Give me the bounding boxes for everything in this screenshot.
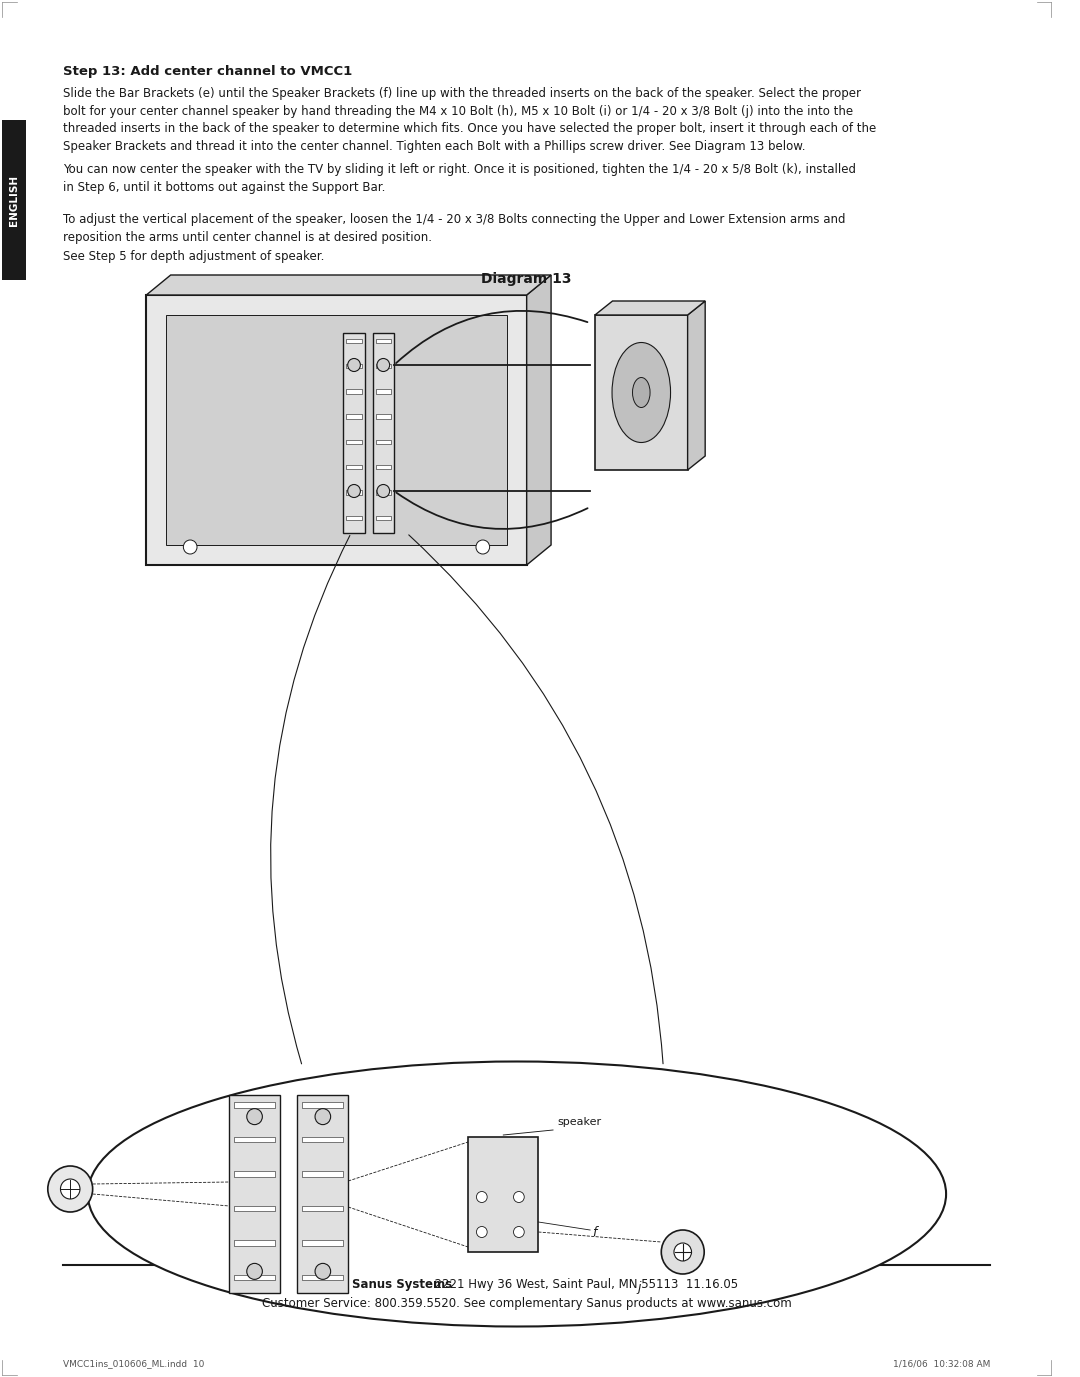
- Text: See Step 5 for depth adjustment of speaker.: See Step 5 for depth adjustment of speak…: [64, 251, 325, 263]
- Bar: [347, 414, 362, 419]
- Bar: [376, 515, 391, 521]
- Bar: [347, 390, 362, 394]
- Polygon shape: [595, 302, 705, 315]
- Polygon shape: [166, 315, 508, 545]
- Polygon shape: [688, 302, 705, 470]
- Bar: [2, 120, 26, 280]
- Circle shape: [348, 485, 361, 497]
- Circle shape: [348, 358, 361, 372]
- Circle shape: [315, 1263, 330, 1279]
- Circle shape: [48, 1166, 93, 1212]
- Circle shape: [60, 1179, 80, 1199]
- Bar: [347, 515, 362, 521]
- Text: 1/16/06  10:32:08 AM: 1/16/06 10:32:08 AM: [892, 1359, 990, 1369]
- Bar: [373, 333, 394, 533]
- Circle shape: [246, 1108, 262, 1125]
- Bar: [234, 1102, 275, 1107]
- Text: To adjust the vertical placement of the speaker, loosen the 1/4 - 20 x 3/8 Bolts: To adjust the vertical placement of the …: [64, 213, 846, 244]
- Bar: [302, 1136, 343, 1142]
- Circle shape: [476, 1191, 487, 1202]
- Bar: [302, 1102, 343, 1107]
- Text: f: f: [592, 1226, 596, 1238]
- Circle shape: [315, 1108, 330, 1125]
- Circle shape: [246, 1263, 262, 1279]
- Bar: [302, 1172, 343, 1177]
- Bar: [302, 1275, 343, 1281]
- Text: speaker: speaker: [558, 1117, 602, 1126]
- Bar: [376, 414, 391, 419]
- Text: VMCC1ins_010606_ML.indd  10: VMCC1ins_010606_ML.indd 10: [64, 1359, 205, 1369]
- Circle shape: [184, 540, 197, 554]
- Bar: [234, 1275, 275, 1281]
- Bar: [234, 1206, 275, 1212]
- Ellipse shape: [87, 1062, 946, 1326]
- Text: You can now center the speaker with the TV by sliding it left or right. Once it : You can now center the speaker with the …: [64, 162, 856, 194]
- Bar: [376, 465, 391, 470]
- Polygon shape: [146, 295, 527, 565]
- Text: Step 13: Add center channel to VMCC1: Step 13: Add center channel to VMCC1: [64, 65, 353, 78]
- Text: Sanus Systems: Sanus Systems: [352, 1278, 451, 1292]
- Bar: [376, 490, 391, 494]
- Ellipse shape: [633, 377, 650, 408]
- Circle shape: [513, 1227, 524, 1238]
- Text: Slide the Bar Brackets (e) until the Speaker Brackets (f) line up with the threa: Slide the Bar Brackets (e) until the Spe…: [64, 87, 877, 153]
- Ellipse shape: [612, 343, 671, 442]
- Polygon shape: [146, 275, 551, 295]
- Bar: [347, 439, 362, 445]
- Bar: [376, 339, 391, 343]
- Circle shape: [476, 540, 489, 554]
- Bar: [343, 333, 365, 533]
- Text: Customer Service: 800.359.5520. See complementary Sanus products at www.sanus.co: Customer Service: 800.359.5520. See comp…: [261, 1297, 792, 1310]
- Bar: [376, 439, 391, 445]
- Text: 2221 Hwy 36 West, Saint Paul, MN 55113  11.16.05: 2221 Hwy 36 West, Saint Paul, MN 55113 1…: [428, 1278, 739, 1292]
- Bar: [468, 1137, 539, 1252]
- Circle shape: [661, 1230, 704, 1274]
- Bar: [234, 1136, 275, 1142]
- Bar: [347, 490, 362, 494]
- Circle shape: [674, 1243, 691, 1261]
- Bar: [297, 1095, 348, 1293]
- Bar: [347, 339, 362, 343]
- Bar: [376, 390, 391, 394]
- Bar: [234, 1241, 275, 1246]
- Circle shape: [377, 358, 390, 372]
- Bar: [229, 1095, 280, 1293]
- Text: j: j: [637, 1281, 640, 1293]
- Bar: [302, 1241, 343, 1246]
- Polygon shape: [595, 315, 688, 470]
- Polygon shape: [527, 275, 551, 565]
- Circle shape: [476, 1227, 487, 1238]
- Circle shape: [513, 1191, 524, 1202]
- Bar: [347, 465, 362, 470]
- Bar: [302, 1206, 343, 1212]
- Text: Diagram 13: Diagram 13: [482, 273, 572, 286]
- Bar: [234, 1172, 275, 1177]
- Text: ENGLISH: ENGLISH: [9, 175, 19, 226]
- Bar: [376, 364, 391, 368]
- Bar: [347, 364, 362, 368]
- Circle shape: [377, 485, 390, 497]
